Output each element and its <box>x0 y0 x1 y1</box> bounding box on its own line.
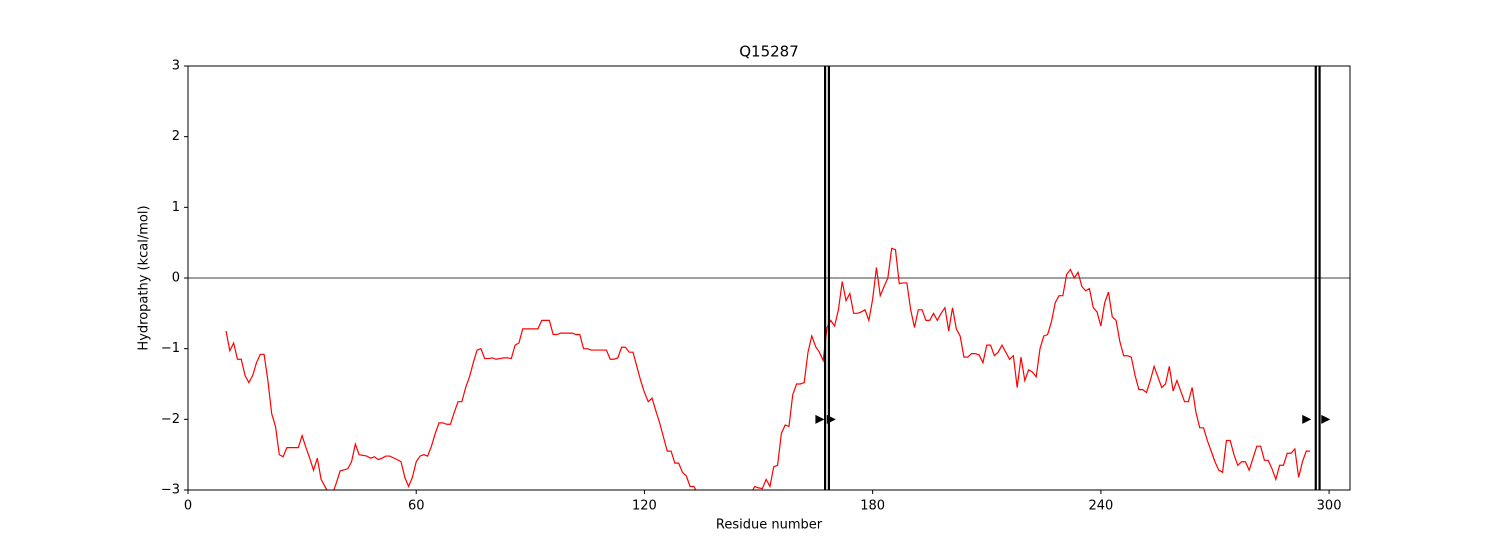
x-tick-label: 0 <box>184 499 192 514</box>
direction-marker <box>1302 414 1312 424</box>
plot-area <box>188 66 1350 490</box>
y-tick-label: 2 <box>172 129 180 144</box>
direction-marker <box>1321 414 1331 424</box>
y-tick-label: 0 <box>172 271 180 286</box>
x-tick-label: 240 <box>1088 499 1113 514</box>
x-tick-label: 120 <box>632 499 657 514</box>
data-line <box>225 247 1311 490</box>
x-tick-label: 180 <box>860 499 885 514</box>
direction-marker <box>826 414 836 424</box>
y-tick-label: 1 <box>172 200 180 215</box>
y-tick-label: 3 <box>172 59 180 74</box>
x-tick-label: 60 <box>408 499 425 514</box>
y-tick-label: −3 <box>161 483 180 498</box>
y-tick-label: −1 <box>161 341 180 356</box>
direction-marker <box>815 414 825 424</box>
x-tick-label: 300 <box>1317 499 1342 514</box>
chart-title: Q15287 <box>739 43 799 61</box>
y-tick-label: −2 <box>161 412 180 427</box>
x-axis-label: Residue number <box>716 518 823 533</box>
y-axis-label: Hydropathy (kcal/mol) <box>137 205 152 350</box>
